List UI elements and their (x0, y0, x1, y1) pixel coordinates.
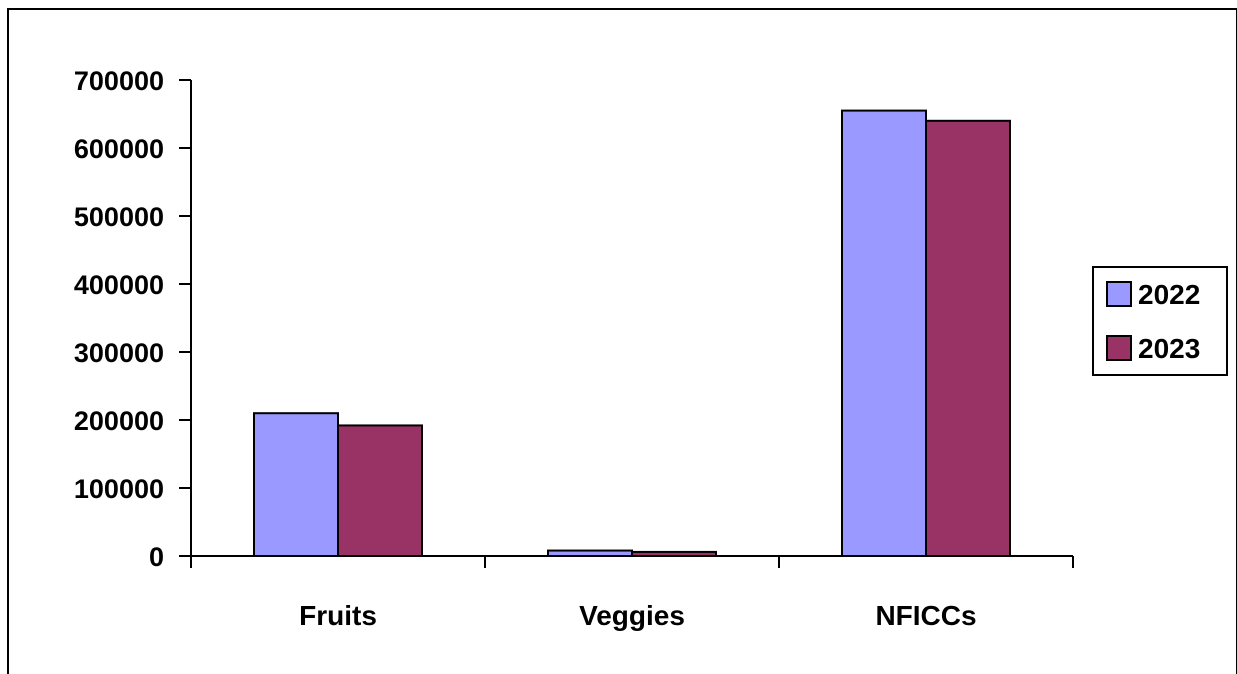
y-tick-label: 700000 (74, 66, 164, 96)
legend-label: 2023 (1138, 333, 1200, 364)
bar-nficcs-2023 (925, 119, 1011, 558)
x-category-label: Veggies (579, 600, 685, 631)
y-axis-ticks: 0 100000 200000 300000 400000 500000 600000 700… (74, 66, 191, 572)
bar-fruits-2023 (337, 424, 423, 557)
legend: 2022 2023 (1092, 266, 1228, 376)
x-axis-labels: Fruits Veggies NFICCs (299, 600, 976, 631)
y-tick-label: 200000 (74, 406, 164, 436)
y-tick-label: 0 (149, 542, 164, 572)
chart-border (7, 8, 1237, 674)
y-tick-label: 100000 (74, 474, 164, 504)
y-tick-label: 300000 (74, 338, 164, 368)
y-tick-label: 600000 (74, 134, 164, 164)
y-tick-label: 400000 (74, 270, 164, 300)
bar-fruits-2022 (253, 412, 339, 558)
bar-nficcs-2022 (841, 109, 927, 557)
x-axis-ticks (190, 556, 1074, 568)
legend-swatch (1106, 335, 1132, 361)
y-tick-label: 500000 (74, 202, 164, 232)
x-category-label: Fruits (299, 600, 377, 631)
x-category-label: NFICCs (875, 600, 976, 631)
legend-swatch (1106, 281, 1132, 307)
legend-label: 2022 (1138, 279, 1200, 310)
